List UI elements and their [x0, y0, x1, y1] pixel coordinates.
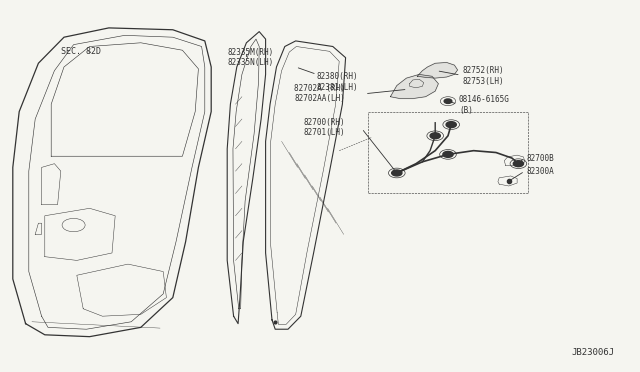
Circle shape	[392, 170, 402, 176]
Polygon shape	[390, 74, 438, 99]
Text: B: B	[446, 99, 450, 104]
Text: 82700B: 82700B	[526, 154, 554, 163]
Text: 82335M(RH)
82335N(LH): 82335M(RH) 82335N(LH)	[227, 48, 273, 67]
Circle shape	[430, 133, 440, 139]
Text: 82300A: 82300A	[526, 167, 554, 176]
Text: 82380(RH)
82381(LH): 82380(RH) 82381(LH)	[317, 72, 358, 92]
Circle shape	[513, 161, 524, 167]
Text: SEC. 82D: SEC. 82D	[61, 47, 101, 56]
Text: 82700(RH)
82701(LH): 82700(RH) 82701(LH)	[304, 118, 346, 137]
Text: 08146-6165G
(B): 08146-6165G (B)	[459, 95, 509, 115]
Circle shape	[446, 122, 456, 128]
Circle shape	[444, 99, 452, 103]
Text: JB23006J: JB23006J	[572, 348, 614, 357]
Circle shape	[443, 151, 453, 157]
Text: 82702A (RH)
82702AA(LH): 82702A (RH) 82702AA(LH)	[294, 84, 345, 103]
Text: 82752(RH)
82753(LH): 82752(RH) 82753(LH)	[462, 66, 504, 86]
Polygon shape	[417, 62, 458, 78]
